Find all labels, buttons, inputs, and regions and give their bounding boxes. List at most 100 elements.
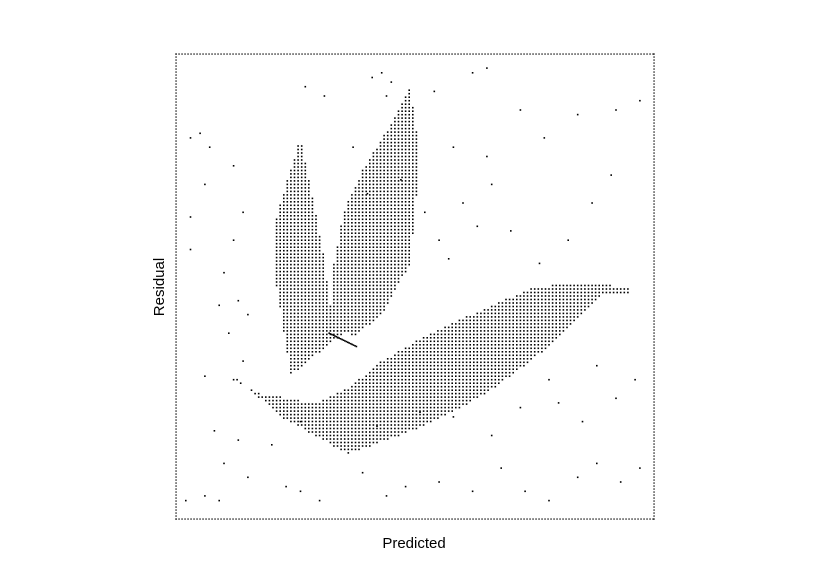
data-point (336, 330, 339, 332)
frame-dot (175, 461, 177, 463)
frame-dot (325, 53, 327, 55)
data-point (483, 361, 486, 364)
data-point (329, 424, 332, 426)
data-point (343, 284, 346, 287)
data-point (480, 354, 482, 357)
plot-frame (175, 53, 655, 520)
data-point (412, 232, 414, 234)
data-point (311, 246, 314, 248)
data-point (361, 298, 364, 301)
data-point (530, 288, 532, 290)
data-point (300, 180, 303, 182)
data-point (397, 141, 400, 144)
data-point (512, 358, 514, 360)
data-point (408, 232, 410, 234)
data-point (401, 141, 403, 144)
data-point (408, 162, 410, 165)
frame-dot (562, 518, 564, 520)
frame-dot (175, 512, 177, 514)
data-point (401, 176, 403, 179)
data-point (494, 316, 497, 318)
data-point (573, 319, 575, 322)
data-point (397, 225, 400, 228)
data-point (354, 302, 357, 304)
data-point (469, 368, 471, 370)
data-point (365, 249, 367, 252)
data-point (311, 277, 314, 280)
data-point (361, 253, 364, 255)
data-point (412, 222, 414, 224)
data-point (390, 81, 393, 83)
frame-dot (175, 68, 177, 70)
frame-dot (175, 281, 177, 283)
data-point (308, 417, 310, 419)
data-point (376, 239, 378, 241)
data-point (390, 134, 393, 137)
data-point (394, 406, 396, 409)
data-point (300, 235, 303, 238)
data-point (361, 431, 364, 433)
frame-dot (502, 53, 504, 55)
data-point (290, 208, 292, 210)
data-point (369, 417, 371, 419)
data-point (412, 347, 414, 350)
data-point (286, 222, 289, 224)
data-point (508, 375, 511, 377)
frame-dot (622, 518, 624, 520)
frame-dot (652, 53, 654, 55)
data-point (401, 403, 403, 405)
frame-dot (653, 89, 655, 91)
data-point (444, 340, 446, 343)
data-point (519, 326, 522, 329)
data-point (444, 385, 446, 388)
frame-dot (175, 248, 177, 250)
frame-dot (487, 518, 489, 520)
data-point (333, 298, 335, 301)
data-point (394, 399, 396, 402)
data-point (634, 378, 636, 381)
data-point (329, 316, 332, 318)
data-point (308, 281, 310, 283)
data-point (404, 166, 407, 168)
data-point (533, 298, 536, 301)
data-point (566, 291, 568, 294)
data-point (379, 197, 382, 200)
data-point (361, 211, 364, 214)
data-point (365, 399, 367, 402)
data-point (501, 302, 504, 304)
data-point (440, 392, 443, 395)
frame-dot (286, 53, 288, 55)
data-point (283, 291, 285, 294)
data-point (404, 215, 407, 217)
frame-dot (457, 518, 459, 520)
data-point (394, 434, 396, 437)
data-point (526, 302, 529, 304)
data-point (397, 392, 400, 395)
data-point (412, 180, 414, 182)
data-point (286, 344, 289, 346)
data-point (372, 371, 375, 374)
data-point (422, 413, 425, 416)
frame-dot (643, 518, 645, 520)
data-point (354, 410, 357, 412)
data-point (455, 344, 457, 346)
data-point (372, 295, 375, 297)
data-point (340, 434, 342, 437)
frame-dot (653, 209, 655, 211)
data-point (390, 232, 393, 234)
data-point (336, 396, 339, 398)
frame-dot (460, 518, 462, 520)
data-point (279, 242, 281, 245)
data-point (369, 281, 371, 283)
data-point (401, 117, 403, 119)
data-point (299, 420, 302, 423)
frame-dot (481, 518, 483, 520)
data-point (397, 145, 400, 147)
data-point (555, 330, 557, 332)
data-point (372, 176, 375, 179)
data-point (336, 291, 339, 294)
frame-dot (616, 518, 618, 520)
data-point (397, 134, 400, 137)
data-point (422, 403, 425, 405)
data-point (297, 358, 299, 360)
